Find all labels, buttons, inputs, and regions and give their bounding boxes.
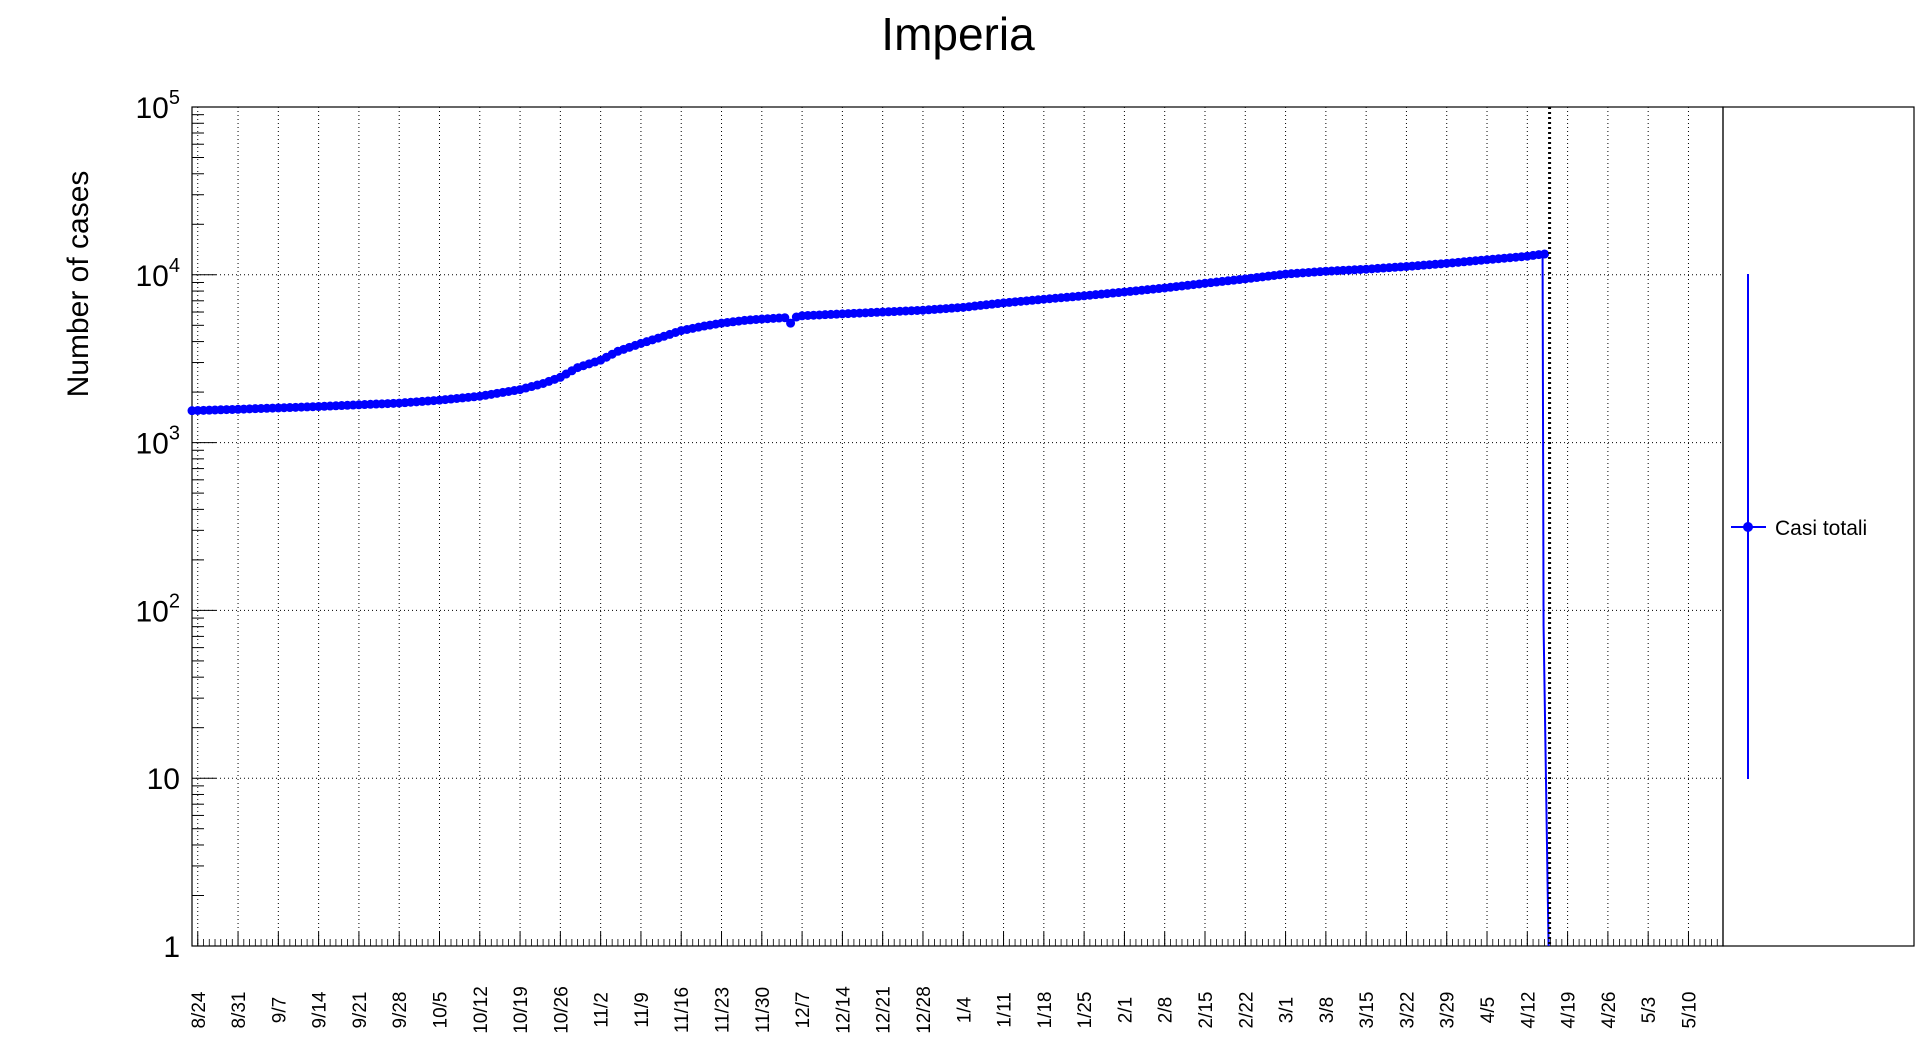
chart-title: Imperia — [881, 8, 1035, 60]
data-point — [786, 318, 796, 328]
y-tick-label: 10 — [147, 763, 180, 796]
x-tick-label: 10/5 — [430, 992, 451, 1029]
series-line — [191, 252, 1545, 413]
legend-label: Casi totali — [1775, 517, 1867, 540]
x-tick-label: 8/24 — [189, 991, 210, 1028]
x-tick-label: 4/12 — [1518, 992, 1539, 1029]
x-tick-label: 12/7 — [793, 992, 814, 1029]
x-tick-label: 11/30 — [753, 987, 774, 1033]
x-tick-label: 11/23 — [713, 987, 734, 1033]
plot-frame — [191, 106, 1915, 947]
x-tick-label: 11/9 — [632, 992, 653, 1028]
x-tick-label: 1/18 — [1035, 992, 1056, 1029]
y-axis: 1 10 102 103 104 105 — [136, 87, 216, 964]
x-tick-label: 9/21 — [350, 992, 371, 1029]
series-layer — [187, 249, 1550, 947]
x-tick-label: 11/16 — [672, 987, 693, 1033]
series-dropoff — [1541, 254, 1545, 627]
x-tick-label: 3/8 — [1317, 997, 1338, 1023]
x-tick-label: 10/12 — [471, 986, 492, 1034]
x-tick-label: 12/21 — [874, 986, 895, 1034]
x-tick-label: 12/14 — [833, 986, 854, 1034]
y-tick-label: 1 — [163, 931, 180, 964]
x-tick-label: 3/22 — [1397, 992, 1418, 1029]
y-tick-label: 102 — [136, 590, 181, 628]
x-tick-label: 10/19 — [511, 986, 532, 1034]
x-tick-label: 1/25 — [1075, 992, 1096, 1029]
x-tick-label: 5/10 — [1679, 992, 1700, 1029]
x-axis: 8/24 8/31 9/7 9/14 9/21 9/28 10/5 10/12 10/19 10/… — [189, 932, 1724, 1034]
grid — [192, 106, 1723, 947]
plot-box — [191, 106, 1724, 947]
x-tick-label: 3/1 — [1277, 997, 1298, 1023]
x-tick-label: 9/28 — [390, 992, 411, 1029]
y-tick-label: 104 — [136, 255, 181, 293]
x-tick-label: 2/15 — [1196, 992, 1217, 1029]
data-point — [780, 313, 790, 323]
x-tick-label: 10/26 — [551, 986, 572, 1034]
x-tick-label: 3/29 — [1438, 992, 1459, 1029]
x-tick-label: 1/4 — [954, 996, 975, 1023]
x-tick-label: 4/26 — [1599, 992, 1620, 1029]
x-tick-label: 9/14 — [310, 991, 331, 1028]
x-tick-label: 2/1 — [1115, 997, 1136, 1023]
legend-box — [1722, 106, 1915, 947]
x-tick-label: 2/8 — [1156, 997, 1177, 1023]
x-tick-label: 4/5 — [1478, 997, 1499, 1023]
y-tick-label: 105 — [136, 87, 181, 125]
x-tick-label: 9/7 — [269, 997, 290, 1023]
x-tick-label: 11/2 — [592, 992, 613, 1028]
x-tick-label: 3/15 — [1357, 992, 1378, 1029]
x-tick-label: 12/28 — [914, 986, 935, 1034]
y-axis-label: Number of cases — [62, 171, 95, 398]
x-tick-label: 4/19 — [1559, 992, 1580, 1029]
data-point — [1540, 249, 1550, 259]
legend: Casi totali — [1731, 274, 1867, 779]
x-tick-label: 1/11 — [995, 992, 1016, 1028]
legend-marker — [1743, 522, 1753, 532]
x-tick-label: 5/3 — [1639, 997, 1660, 1023]
x-tick-label: 8/31 — [229, 992, 250, 1029]
y-tick-label: 103 — [136, 423, 181, 461]
x-tick-label: 2/22 — [1236, 992, 1257, 1029]
series-dropoff — [1542, 625, 1550, 947]
